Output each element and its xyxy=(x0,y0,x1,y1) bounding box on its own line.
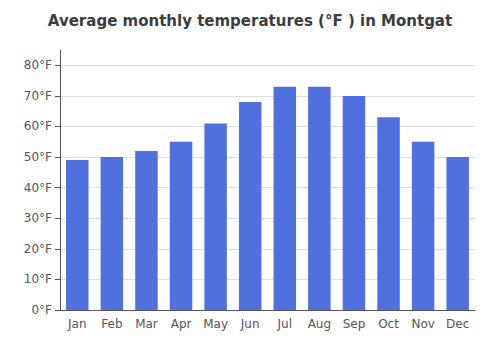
svg-text:20°F: 20°F xyxy=(24,242,52,256)
svg-text:0°F: 0°F xyxy=(31,303,52,317)
svg-text:Average monthly temperatures (: Average monthly temperatures (°F ) in Mo… xyxy=(48,12,452,30)
svg-text:50°F: 50°F xyxy=(24,150,52,164)
svg-text:Jun: Jun xyxy=(240,317,260,331)
svg-text:Jan: Jan xyxy=(67,317,87,331)
svg-text:Mar: Mar xyxy=(135,317,158,331)
svg-text:10°F: 10°F xyxy=(24,272,52,286)
svg-text:40°F: 40°F xyxy=(24,181,52,195)
svg-text:30°F: 30°F xyxy=(24,211,52,225)
svg-text:Dec: Dec xyxy=(446,317,469,331)
svg-text:Feb: Feb xyxy=(101,317,122,331)
svg-text:80°F: 80°F xyxy=(24,58,52,72)
svg-text:May: May xyxy=(203,317,228,331)
svg-text:60°F: 60°F xyxy=(24,119,52,133)
svg-text:Aug: Aug xyxy=(308,317,331,331)
svg-text:Oct: Oct xyxy=(378,317,399,331)
svg-text:Apr: Apr xyxy=(171,317,192,331)
svg-text:Jul: Jul xyxy=(277,317,292,331)
svg-text:70°F: 70°F xyxy=(24,89,52,103)
svg-text:Nov: Nov xyxy=(411,317,434,331)
svg-text:Sep: Sep xyxy=(343,317,366,331)
